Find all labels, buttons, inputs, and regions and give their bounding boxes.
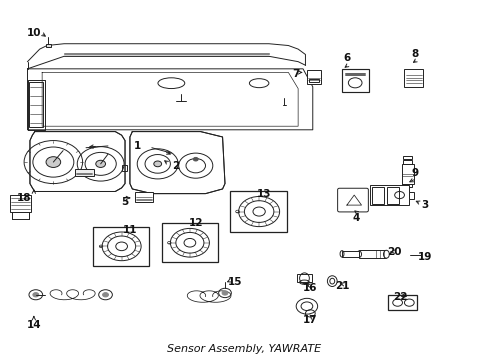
Text: 11: 11 <box>122 225 137 235</box>
Bar <box>93 226 149 266</box>
Bar <box>408 192 413 199</box>
Text: 21: 21 <box>334 281 348 291</box>
Bar <box>297 274 311 282</box>
Text: 3: 3 <box>421 200 427 210</box>
Circle shape <box>193 157 198 161</box>
Text: 18: 18 <box>17 193 31 203</box>
Text: 19: 19 <box>417 252 431 262</box>
Text: 2: 2 <box>172 161 180 171</box>
Text: 10: 10 <box>26 28 41 38</box>
Text: Sensor Assembly, YAWRATE: Sensor Assembly, YAWRATE <box>167 344 321 354</box>
Bar <box>161 223 217 262</box>
Bar <box>135 192 153 202</box>
Bar <box>29 82 42 127</box>
Circle shape <box>102 293 108 297</box>
Bar <box>308 79 318 82</box>
Text: 8: 8 <box>411 49 418 59</box>
Bar <box>401 163 413 184</box>
Text: 14: 14 <box>26 320 41 330</box>
Bar <box>404 69 422 87</box>
Bar <box>369 185 408 205</box>
Text: 5: 5 <box>121 197 128 207</box>
Bar <box>10 195 31 212</box>
Bar <box>341 251 358 257</box>
Text: 6: 6 <box>343 53 350 63</box>
Text: 20: 20 <box>386 247 401 257</box>
Text: 9: 9 <box>411 168 418 178</box>
Text: 12: 12 <box>188 218 203 228</box>
Bar <box>229 191 287 232</box>
FancyBboxPatch shape <box>337 188 367 212</box>
Circle shape <box>33 293 39 297</box>
Bar <box>386 187 398 204</box>
Bar <box>341 69 368 92</box>
Text: 7: 7 <box>291 69 299 79</box>
Ellipse shape <box>383 250 388 258</box>
Circle shape <box>154 161 161 167</box>
Text: 4: 4 <box>352 213 360 222</box>
Polygon shape <box>130 132 224 194</box>
Bar <box>75 168 94 176</box>
Circle shape <box>46 157 61 167</box>
Text: 15: 15 <box>227 277 242 287</box>
Bar <box>371 187 384 204</box>
Bar <box>358 250 386 258</box>
Bar <box>402 160 411 163</box>
Bar <box>387 296 416 310</box>
Text: 13: 13 <box>256 189 271 199</box>
Polygon shape <box>30 132 125 192</box>
Bar <box>12 212 29 220</box>
Circle shape <box>96 160 105 167</box>
Bar <box>402 156 411 159</box>
Bar <box>306 70 320 84</box>
Text: 22: 22 <box>392 292 407 302</box>
Bar <box>402 184 411 187</box>
Bar <box>122 165 127 171</box>
Text: 1: 1 <box>133 141 141 151</box>
Circle shape <box>222 291 227 295</box>
Bar <box>45 44 51 47</box>
Text: 16: 16 <box>303 283 317 293</box>
Text: 17: 17 <box>303 315 317 325</box>
